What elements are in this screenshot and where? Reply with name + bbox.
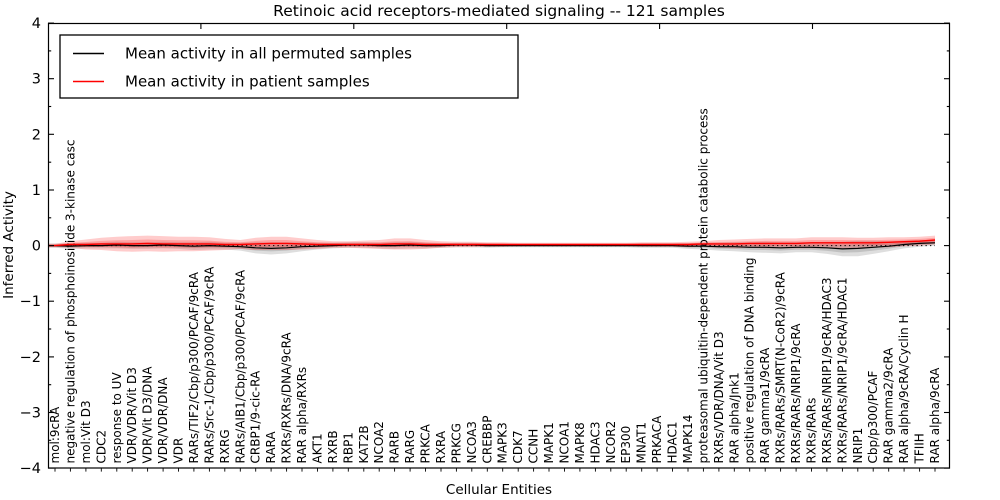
x-tick-label: RXRs/RXRs/DNA/9cRA [280,332,294,464]
x-tick-label: RAR gamma2/9cRA [882,347,896,464]
x-tick-label: RARs/TIF2/Cbp/p300/PCAF/9cRA [187,271,201,463]
x-tick-label: CDC2 [94,430,108,464]
x-tick-label: TFIIH [913,433,927,464]
series-lines [48,239,936,250]
x-category-labels: mol:9cRA negative regulation of phosphoin… [48,108,942,464]
x-tick-label: HDAC3 [588,421,602,463]
y-tick-label: 0 [32,239,41,255]
x-tick-label: positive regulation of DNA binding [743,258,757,464]
x-tick-label: RXRs/RARs/NRIP1/9cRA/HDAC3 [820,277,834,463]
x-tick-label: MAPK8 [573,422,587,463]
x-tick-label: NCOR2 [604,421,618,464]
x-tick-label: CDK7 [511,430,525,463]
x-tick-label: VDR/Vit D3/DNA [141,366,155,464]
x-tick-label: RXRB [326,430,340,463]
legend-label-permuted: Mean activity in all permuted samples [125,45,412,63]
legend-label-patient: Mean activity in patient samples [125,73,370,91]
x-tick-label: VDR/VDR/Vit D3 [125,367,139,463]
x-tick-label: negative regulation of phosphoinositide … [63,140,77,464]
x-tick-label: RXRs/RARs/NRIP1/9cRA [789,323,803,464]
x-tick-label: NRIP1 [851,428,865,464]
x-tick-label: RARs/Src-1/Cbp/p300/PCAF/9cRA [202,266,216,464]
x-tick-label: RXRs/RARs/SMRT(N-CoR2)/9cRA [774,271,788,463]
x-tick-label: AKT1 [311,433,325,463]
x-tick-label: RARs/AIB1/Cbp/p300/PCAF/9cRA [233,269,247,463]
x-tick-label: RBP1 [341,432,355,463]
x-tick-label: RXRA [434,430,448,463]
x-tick-label: MAPK1 [542,422,556,463]
x-tick-label: MAPK14 [681,415,695,464]
x-tick-label: PRKCG [449,423,463,463]
x-tick-label: MNAT1 [635,422,649,464]
y-tick-label: 3 [32,72,41,88]
x-tick-label: VDR/VDR/DNA [156,377,170,464]
x-tick-label: proteasomal ubiquitin-dependent protein … [696,108,710,463]
x-tick-label: mol:9cRA [48,406,62,463]
x-tick-label: RARA [264,431,278,464]
x-tick-label: RAR gamma1/9cRA [758,347,772,464]
x-tick-label: RXRs/RARs/NRIP1/9cRA/HDAC1 [835,277,849,463]
x-tick-label: RAR alpha/9cRA/Cyclin H [897,314,911,463]
x-tick-label: RXRG [218,429,232,463]
mean-line-0 [48,242,936,250]
y-tick-label: 2 [32,127,41,143]
x-tick-label: VDR [172,438,186,464]
chart-title: Retinoic acid receptors-mediated signali… [273,2,725,20]
x-tick-label: NCOA3 [465,421,479,463]
x-tick-label: RAR alpha/Jnk1 [727,372,741,463]
x-tick-label: NCOA1 [558,421,572,463]
band-outer-1 [48,235,935,252]
y-tick-label: −1 [20,294,41,310]
x-tick-label: RARB [388,431,402,464]
axes: −4 −3 −2 −1 0 1 2 3 4 [20,16,951,477]
x-axis-label: Cellular Entities [446,482,552,498]
x-tick-label: RAR alpha/RXRs [295,367,309,464]
y-tick-label: 1 [32,183,41,199]
x-tick-label: RARG [403,430,417,464]
y-tick-label: −3 [20,405,41,421]
y-tick-label: −2 [20,350,41,366]
band-inner-0 [48,241,935,253]
x-tick-label: CRBP1/9-cic-RA [249,370,263,464]
x-tick-label: response to UV [110,372,124,464]
y-tick-label: −4 [20,461,41,477]
x-tick-label: MAPK3 [496,422,510,463]
y-tick-label: 4 [32,16,41,32]
mean-line-1 [48,239,936,247]
x-tick-label: CCNH [527,429,541,464]
legend-box [59,34,519,99]
x-tick-label: PRKACA [650,415,664,464]
y-axis-label: Inferred Activity [1,191,17,299]
x-tick-label: RAR alpha/9cRA [928,367,942,464]
x-tick-label: HDAC1 [666,421,680,463]
x-tick-label: EP300 [619,426,633,464]
x-tick-label: Cbp/p300/PCAF [866,370,880,463]
x-tick-label: mol:Vit D3 [79,400,93,463]
legend: Mean activity in all permuted samples Me… [59,34,519,99]
x-tick-label: NCOA2 [372,421,386,463]
x-tick-label: KAT2B [357,425,371,463]
x-tick-label: RXRs/VDR/DNA/Vit D3 [712,331,726,463]
x-tick-label: PRKCA [419,423,433,463]
x-tick-label: RXRs/RARs [805,398,819,464]
x-tick-label: CREBBP [480,416,494,464]
